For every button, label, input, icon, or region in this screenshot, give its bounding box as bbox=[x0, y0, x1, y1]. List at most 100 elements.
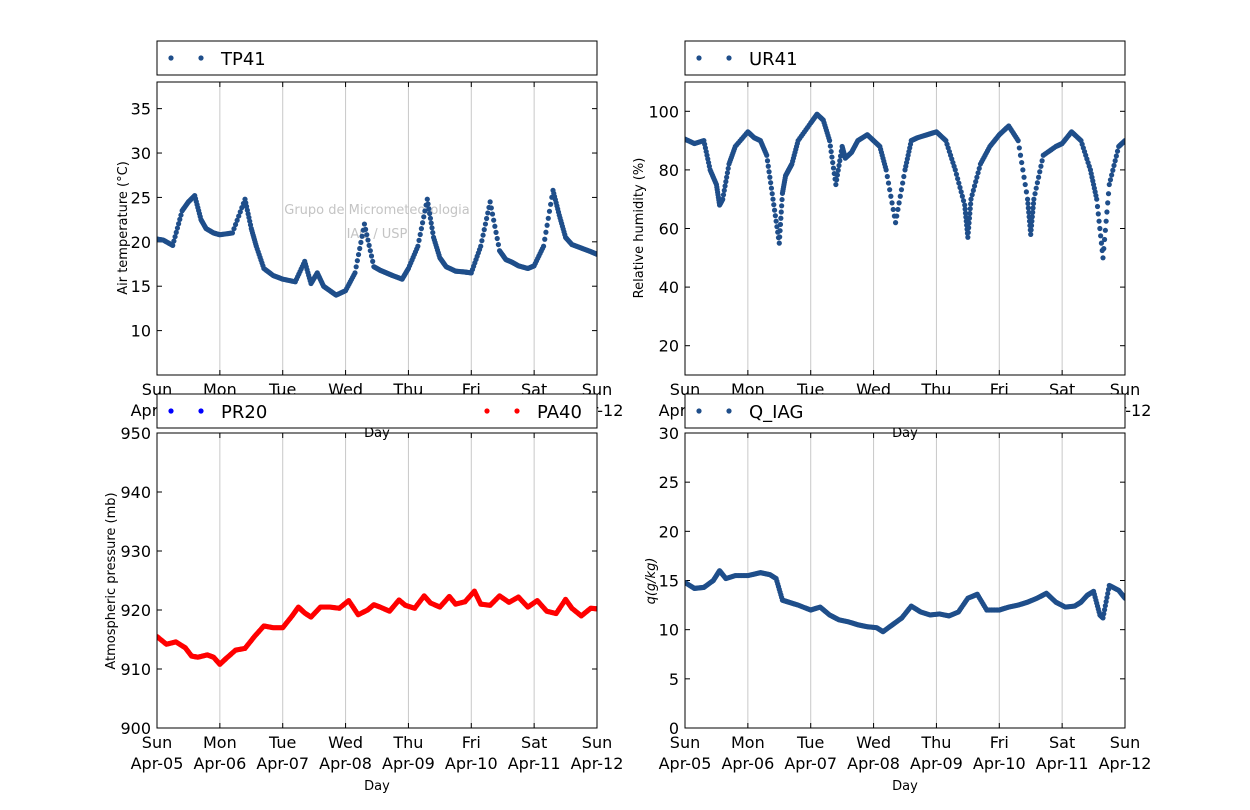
data-point bbox=[488, 205, 494, 211]
series-TP41 bbox=[157, 187, 597, 298]
data-point bbox=[966, 215, 973, 221]
data-point bbox=[889, 200, 895, 206]
y-tick-label: 60 bbox=[659, 220, 679, 239]
plot-area bbox=[685, 568, 1125, 635]
data-point bbox=[888, 193, 894, 199]
data-point bbox=[724, 170, 731, 176]
data-point bbox=[830, 159, 836, 166]
data-point bbox=[1016, 145, 1022, 151]
y-tick-label: 15 bbox=[659, 572, 679, 591]
data-point bbox=[721, 187, 727, 194]
legend-3: PR20 PA40 bbox=[156, 393, 598, 429]
data-point bbox=[768, 180, 774, 186]
x-tick-label-date: Apr-07 bbox=[784, 754, 837, 773]
data-point bbox=[1109, 172, 1115, 178]
data-point bbox=[545, 215, 551, 221]
legend-marker bbox=[198, 55, 204, 61]
data-point bbox=[1103, 599, 1109, 605]
x-tick-label-date: Apr-10 bbox=[445, 754, 498, 773]
data-point bbox=[171, 238, 177, 244]
legend-marker bbox=[168, 55, 174, 61]
data-point bbox=[764, 152, 770, 158]
data-point bbox=[764, 158, 771, 164]
data-point bbox=[1111, 162, 1117, 169]
data-point bbox=[1030, 209, 1036, 215]
series-Q_IAG bbox=[685, 568, 1125, 635]
data-point bbox=[890, 206, 896, 213]
x-tick-label-date: Apr-12 bbox=[571, 754, 624, 773]
data-point bbox=[1106, 181, 1112, 188]
data-point bbox=[966, 220, 972, 226]
x-tick-label-day: Fri bbox=[990, 733, 1009, 752]
y-tick-label: 910 bbox=[120, 660, 151, 679]
y-tick-label: 0 bbox=[669, 719, 679, 738]
data-point bbox=[968, 201, 974, 207]
x-tick-label-day: Wed bbox=[328, 733, 363, 752]
plot-area bbox=[685, 111, 1125, 261]
data-point bbox=[237, 209, 243, 215]
x-tick-label-day: Mon bbox=[731, 733, 765, 752]
data-point bbox=[1105, 191, 1112, 197]
data-point bbox=[897, 193, 903, 199]
data-point bbox=[765, 163, 771, 169]
x-tick-label-day: Wed bbox=[856, 733, 891, 752]
data-point bbox=[1033, 185, 1039, 191]
y-tick-label: 25 bbox=[131, 188, 151, 207]
y-tick-label: 10 bbox=[131, 322, 151, 341]
data-point bbox=[953, 171, 960, 177]
data-point bbox=[957, 184, 963, 191]
watermark-text: Grupo de Micrometeorologia bbox=[284, 203, 470, 218]
x-tick-label-day: Thu bbox=[920, 733, 951, 752]
data-point bbox=[970, 187, 976, 194]
data-point bbox=[1097, 225, 1103, 232]
data-point bbox=[540, 243, 547, 249]
data-point bbox=[478, 243, 484, 249]
x-tick-label-day: Sun bbox=[1110, 733, 1140, 752]
data-point bbox=[1031, 196, 1037, 202]
y-tick-label: 920 bbox=[120, 601, 151, 620]
x-tick-label-date: Apr-06 bbox=[193, 754, 246, 773]
data-point bbox=[1022, 181, 1028, 188]
data-point bbox=[1101, 611, 1107, 617]
legend-marker bbox=[514, 408, 520, 414]
x-tick-label-date: Apr-10 bbox=[973, 754, 1026, 773]
x-tick-label-day: Sun bbox=[670, 733, 700, 752]
data-point bbox=[422, 208, 428, 214]
data-point bbox=[887, 187, 893, 193]
data-point bbox=[1112, 158, 1118, 164]
data-point bbox=[495, 241, 501, 248]
legend-2: UR41 bbox=[684, 40, 1126, 76]
series-UR41 bbox=[685, 111, 1125, 261]
data-point bbox=[834, 177, 840, 183]
data-point bbox=[1020, 167, 1026, 173]
x-tick-label-date: Apr-05 bbox=[659, 754, 712, 773]
legend-label: PR20 bbox=[221, 402, 267, 423]
plot-frame bbox=[156, 81, 598, 376]
data-point bbox=[352, 270, 358, 276]
legend-label: PA40 bbox=[537, 402, 582, 423]
data-point bbox=[594, 606, 597, 612]
y-tick-label: 20 bbox=[659, 337, 679, 356]
data-point bbox=[956, 180, 962, 186]
y-axis-label: q(g/kg) bbox=[644, 558, 659, 605]
data-point bbox=[493, 229, 499, 235]
x-tick-label-date: Apr-11 bbox=[508, 754, 561, 773]
data-point bbox=[1096, 218, 1102, 224]
data-point bbox=[353, 264, 359, 270]
data-point bbox=[720, 196, 726, 202]
watermark-text: IAG / USP bbox=[347, 227, 408, 242]
data-point bbox=[883, 167, 889, 173]
data-point bbox=[428, 220, 434, 226]
data-point bbox=[965, 234, 971, 240]
data-point bbox=[489, 211, 496, 217]
data-point bbox=[494, 235, 500, 242]
data-point bbox=[177, 216, 183, 222]
data-point bbox=[1103, 218, 1109, 224]
data-point bbox=[960, 198, 967, 204]
data-point bbox=[1028, 231, 1034, 237]
data-point bbox=[417, 231, 423, 238]
plot-area bbox=[157, 187, 597, 298]
data-point bbox=[1023, 189, 1029, 195]
data-point bbox=[1094, 203, 1101, 210]
data-point bbox=[1030, 200, 1037, 207]
